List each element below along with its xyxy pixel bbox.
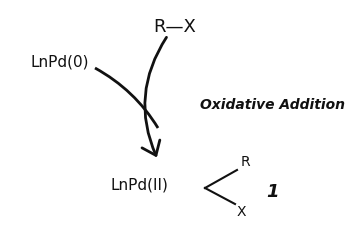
Text: X: X [237,205,246,219]
Text: R: R [241,155,250,169]
Text: LnPd(II): LnPd(II) [110,178,168,192]
Text: 1: 1 [266,183,278,201]
Text: LnPd(0): LnPd(0) [30,54,89,70]
Text: R—X: R—X [154,18,196,36]
FancyArrowPatch shape [142,37,167,155]
Text: Oxidative Addition: Oxidative Addition [200,98,344,112]
